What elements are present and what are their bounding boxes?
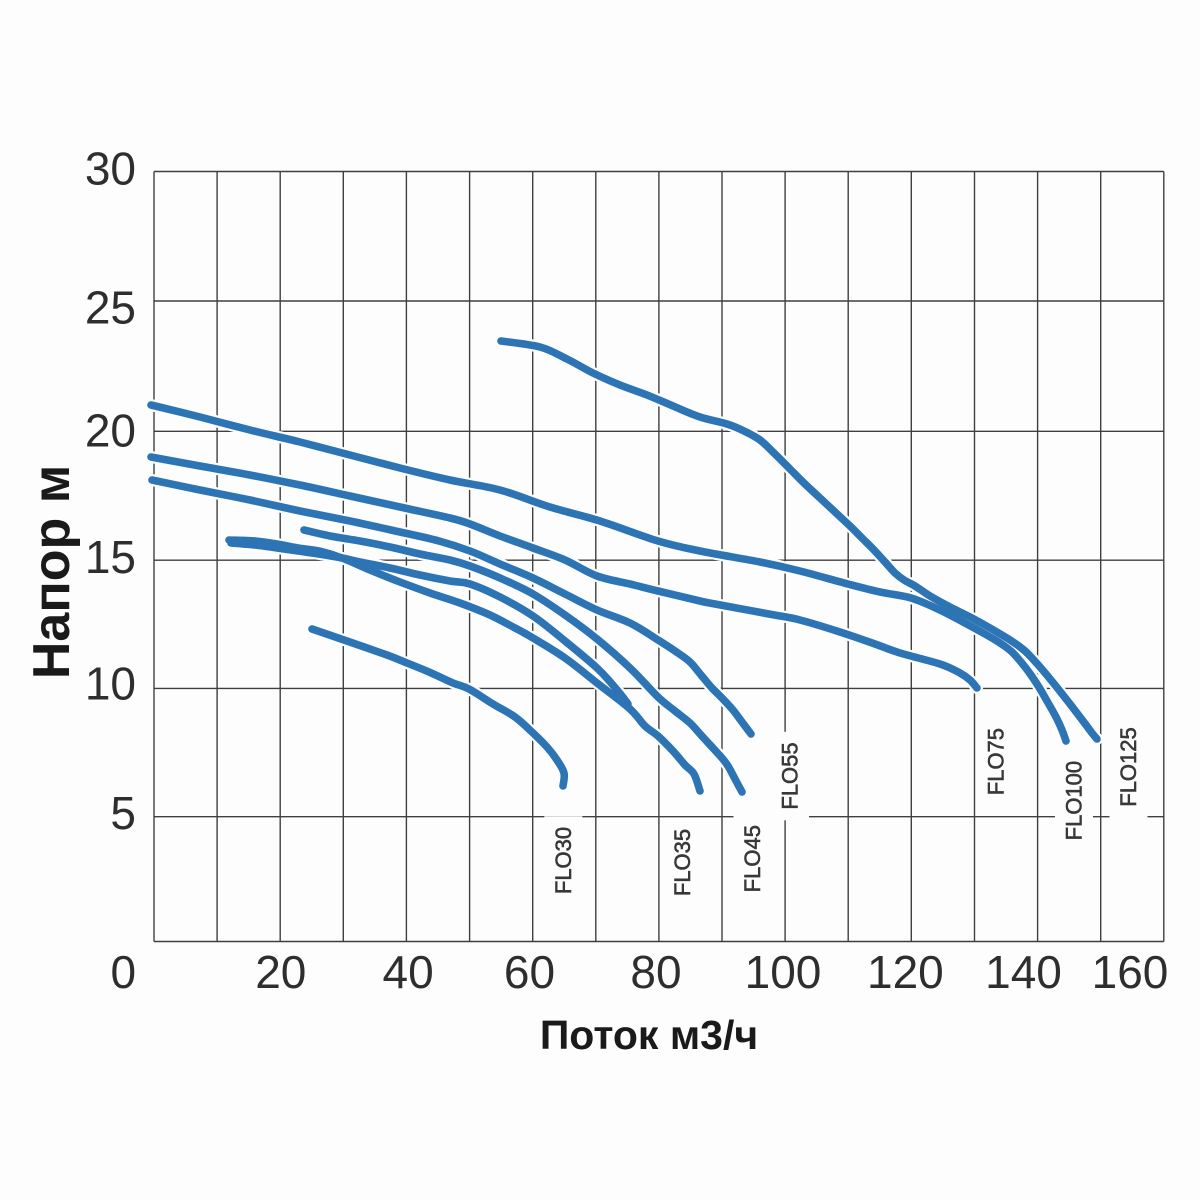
svg-text:5: 5 bbox=[110, 787, 136, 839]
svg-text:FLO75: FLO75 bbox=[984, 728, 1009, 795]
svg-text:20: 20 bbox=[255, 946, 306, 998]
svg-text:60: 60 bbox=[504, 946, 555, 998]
svg-text:0: 0 bbox=[111, 946, 137, 998]
svg-text:100: 100 bbox=[745, 946, 822, 998]
svg-text:FLO125: FLO125 bbox=[1116, 727, 1141, 807]
svg-text:30: 30 bbox=[85, 143, 136, 195]
svg-text:40: 40 bbox=[383, 946, 434, 998]
svg-text:Поток м3/ч: Поток м3/ч bbox=[540, 1012, 758, 1058]
svg-text:FLO45: FLO45 bbox=[740, 825, 765, 892]
svg-text:15: 15 bbox=[85, 531, 136, 583]
svg-text:20: 20 bbox=[85, 404, 136, 456]
svg-text:Напор м: Напор м bbox=[23, 465, 81, 679]
svg-text:FLO30: FLO30 bbox=[551, 827, 576, 894]
svg-text:FLO35: FLO35 bbox=[670, 829, 695, 896]
svg-text:FLO55: FLO55 bbox=[778, 742, 803, 809]
svg-text:160: 160 bbox=[1092, 946, 1169, 998]
svg-text:140: 140 bbox=[985, 946, 1062, 998]
svg-text:10: 10 bbox=[85, 657, 136, 709]
svg-text:FLO100: FLO100 bbox=[1062, 761, 1087, 841]
svg-text:120: 120 bbox=[867, 946, 944, 998]
svg-text:80: 80 bbox=[630, 946, 681, 998]
svg-text:25: 25 bbox=[85, 281, 136, 333]
